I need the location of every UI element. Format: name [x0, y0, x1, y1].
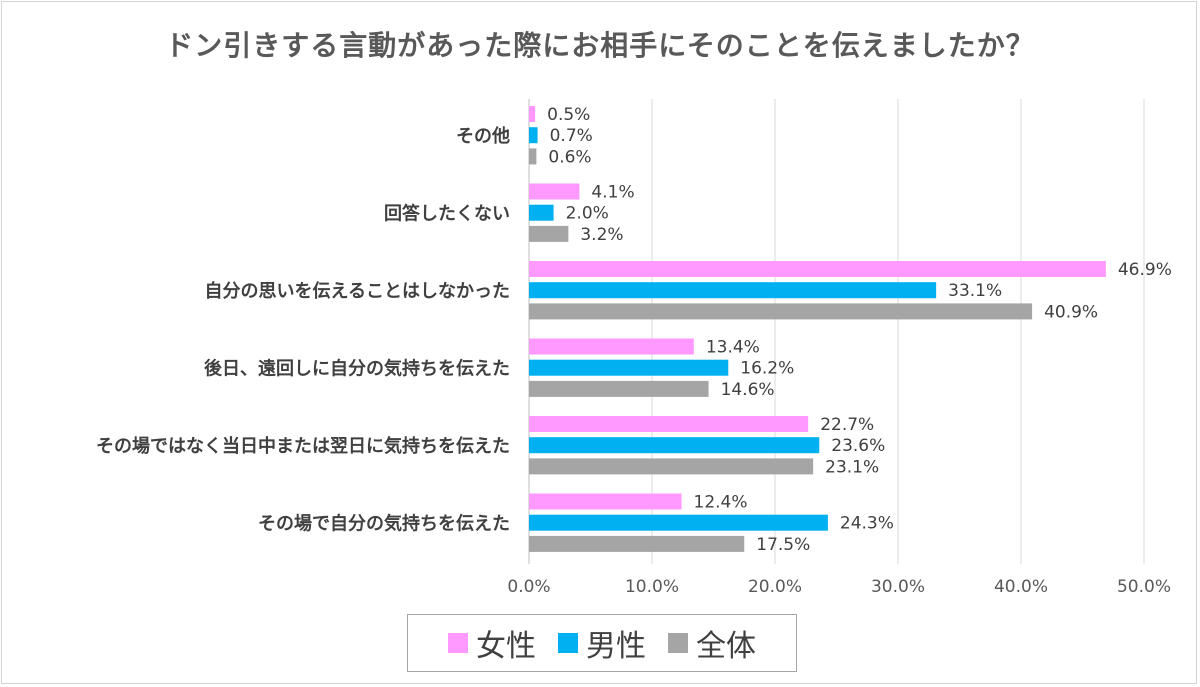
legend-swatch [668, 633, 688, 653]
data-label: 40.9% [1044, 302, 1098, 322]
bar [529, 416, 809, 432]
legend-label: 女性 [476, 629, 536, 664]
category-label: 回答したくない [384, 203, 510, 225]
bar [529, 338, 694, 355]
bar [529, 493, 682, 510]
data-label: 3.2% [580, 225, 623, 245]
bar [529, 514, 828, 531]
chart-title: ドン引きする言動があった際にお相手にそのことを伝えましたか？ [165, 29, 1035, 62]
data-label: 4.1% [591, 183, 634, 203]
legend-label: 男性 [586, 629, 646, 664]
data-label: 16.2% [740, 359, 794, 379]
data-label: 14.6% [721, 380, 775, 400]
data-label: 24.3% [840, 514, 894, 534]
legend-swatch [558, 633, 578, 653]
data-label: 2.0% [566, 204, 609, 224]
category-label: その他 [456, 125, 510, 147]
bar [529, 183, 580, 200]
bar [529, 106, 536, 122]
x-tick-label: 0.0% [507, 577, 550, 597]
bar [529, 458, 814, 475]
legend-label: 全体 [696, 629, 756, 664]
x-tick-label: 40.0% [994, 577, 1048, 597]
data-label: 33.1% [948, 281, 1002, 301]
data-label: 46.9% [1118, 260, 1172, 280]
data-label: 0.6% [548, 147, 591, 167]
x-tick-label: 50.0% [1117, 577, 1171, 597]
data-label: 22.7% [820, 415, 874, 435]
bar [529, 225, 569, 242]
bar [529, 282, 937, 299]
bar [529, 535, 745, 552]
bar [529, 127, 538, 144]
bar [529, 359, 729, 376]
bar [529, 261, 1106, 277]
legend-item: 女性 [448, 621, 536, 665]
legend-item: 全体 [668, 621, 756, 665]
bar [529, 437, 820, 454]
plot-area: 0.0% 10.0% 20.0% 30.0% 40.0% 50.0% 0.5%0.7%0.6… [96, 99, 1172, 597]
bar [529, 380, 709, 397]
category-label: その場ではなく当日中または翌日に気持ちを伝えた [96, 435, 510, 457]
data-label: 12.4% [694, 493, 748, 513]
data-label: 0.7% [550, 126, 593, 146]
category-label: 自分の思いを伝えることはしなかった [205, 280, 510, 302]
bar [529, 303, 1033, 320]
x-tick-label: 20.0% [748, 577, 802, 597]
data-label: 13.4% [706, 338, 760, 358]
bar [529, 204, 554, 221]
category-label: その場で自分の気持ちを伝えた [258, 513, 510, 535]
category-label: 後日、遠回しに自分の気持ちを伝えた [204, 358, 510, 380]
legend-item: 男性 [558, 621, 646, 665]
data-label: 23.1% [825, 457, 879, 477]
data-label: 0.5% [547, 105, 590, 125]
data-label: 23.6% [831, 436, 885, 456]
data-label: 17.5% [756, 535, 810, 555]
x-tick-label: 10.0% [625, 577, 679, 597]
bar [529, 148, 537, 165]
x-tick-label: 30.0% [871, 577, 925, 597]
legend: 女性 男性 全体 [407, 614, 797, 672]
legend-swatch [448, 633, 468, 653]
